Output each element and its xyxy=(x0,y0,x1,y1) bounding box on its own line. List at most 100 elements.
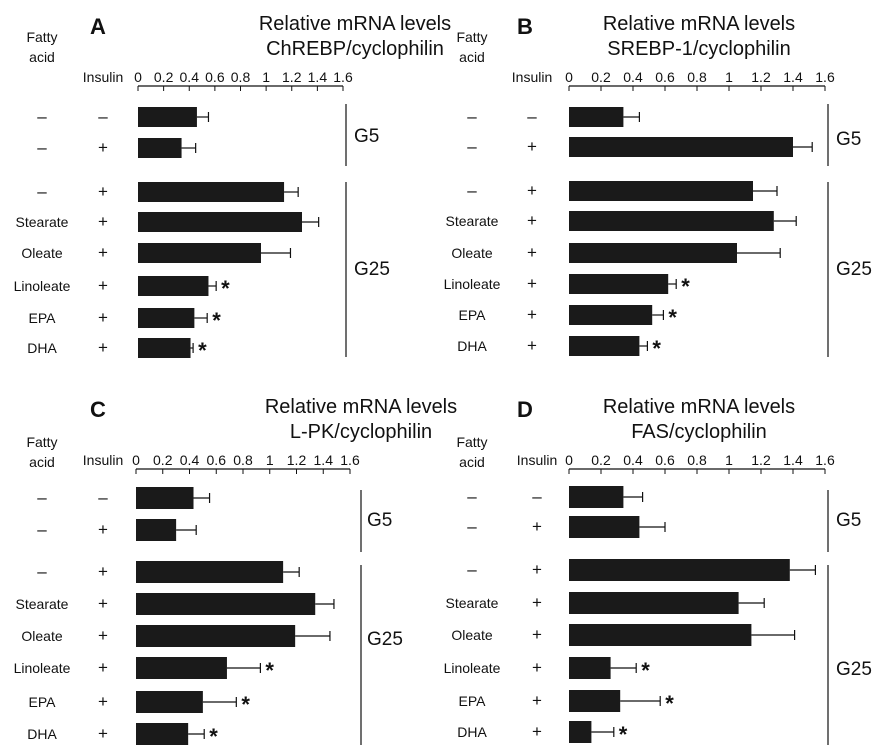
panel-letter: A xyxy=(90,14,106,39)
row-insulin-label: + xyxy=(98,182,108,201)
x-tick-label: 0.2 xyxy=(591,452,611,468)
bar xyxy=(138,338,191,358)
panel-a: A Relative mRNA levels ChREBP/cyclophilin F… xyxy=(14,13,452,363)
significance-star: * xyxy=(265,658,274,683)
row-insulin-label: – xyxy=(527,107,537,126)
bar xyxy=(136,487,194,509)
row-insulin-label: + xyxy=(527,181,537,200)
bar xyxy=(569,624,752,646)
significance-star: * xyxy=(209,724,218,745)
row-fatty-acid-label: Linoleate xyxy=(14,278,71,294)
significance-star: * xyxy=(619,722,628,745)
bar xyxy=(138,182,285,202)
row-insulin-label: – xyxy=(98,107,108,126)
significance-star: * xyxy=(681,274,690,299)
row-insulin-label: + xyxy=(527,305,537,324)
x-tick-label: 0.8 xyxy=(231,69,251,85)
x-tick-label: 0.4 xyxy=(180,69,200,85)
x-tick-label: 0.6 xyxy=(655,452,675,468)
x-tick-label: 0.8 xyxy=(233,452,253,468)
group-label-g25: G25 xyxy=(836,259,872,280)
x-tick-label: 0.2 xyxy=(154,69,174,85)
row-fatty-acid-label: EPA xyxy=(459,693,487,709)
significance-star: * xyxy=(668,305,677,330)
chart-title: Relative mRNA levels xyxy=(603,13,795,35)
significance-star: * xyxy=(241,692,250,717)
x-tick-label: 0 xyxy=(134,69,142,85)
panel-d: D Relative mRNA levels FAS/cyclophilin Fatt… xyxy=(444,396,872,745)
row-insulin-label: + xyxy=(98,562,108,581)
x-tick-label: 0 xyxy=(132,452,140,468)
chart-subtitle: SREBP-1/cyclophilin xyxy=(607,38,790,60)
header-acid: acid xyxy=(459,49,485,65)
bar xyxy=(569,516,640,538)
bar xyxy=(569,690,621,712)
row-insulin-label: + xyxy=(98,138,108,157)
group-label-g25: G25 xyxy=(367,629,403,650)
chart-subtitle: FAS/cyclophilin xyxy=(631,421,767,443)
header-acid: acid xyxy=(29,454,55,470)
row-fatty-acid-label: – xyxy=(37,488,47,507)
row-fatty-acid-label: DHA xyxy=(27,726,57,742)
row-fatty-acid-label: EPA xyxy=(459,307,487,323)
bar xyxy=(569,721,592,743)
group-label-g25: G25 xyxy=(354,259,390,280)
row-insulin-label: + xyxy=(98,243,108,262)
row-fatty-acid-label: – xyxy=(37,562,47,581)
row-insulin-label: + xyxy=(532,722,542,741)
row-fatty-acid-label: Stearate xyxy=(16,214,69,230)
row-insulin-label: + xyxy=(527,137,537,156)
x-tick-label: 0.6 xyxy=(655,69,675,85)
bar xyxy=(136,691,203,713)
bar xyxy=(569,305,653,325)
panel-letter: B xyxy=(517,14,533,39)
row-fatty-acid-label: – xyxy=(467,487,477,506)
x-tick-label: 1.2 xyxy=(282,69,302,85)
header-acid: acid xyxy=(29,49,55,65)
x-tick-label: 1.2 xyxy=(287,452,307,468)
x-tick-label: 1 xyxy=(266,452,274,468)
bar xyxy=(569,181,753,201)
bar xyxy=(138,276,209,296)
row-fatty-acid-label: EPA xyxy=(29,310,57,326)
header-fatty: Fatty xyxy=(26,29,57,45)
significance-star: * xyxy=(221,276,230,301)
row-insulin-label: + xyxy=(532,625,542,644)
bar xyxy=(569,657,611,679)
row-fatty-acid-label: Linoleate xyxy=(444,276,501,292)
bar xyxy=(569,592,739,614)
row-insulin-label: – xyxy=(98,488,108,507)
x-tick-label: 1.4 xyxy=(783,69,803,85)
x-tick-label: 1.6 xyxy=(340,452,360,468)
panel-b: B Relative mRNA levels SREBP-1/cyclophilin… xyxy=(444,13,872,361)
row-insulin-label: + xyxy=(98,520,108,539)
chart-title: Relative mRNA levels xyxy=(259,13,451,35)
row-fatty-acid-label: EPA xyxy=(29,694,57,710)
significance-star: * xyxy=(665,691,674,716)
x-tick-label: 1.6 xyxy=(333,69,353,85)
header-fatty: Fatty xyxy=(456,29,487,45)
row-fatty-acid-label: – xyxy=(467,181,477,200)
x-tick-label: 0 xyxy=(565,69,573,85)
row-insulin-label: + xyxy=(98,658,108,677)
row-fatty-acid-label: – xyxy=(37,182,47,201)
header-fatty: Fatty xyxy=(26,434,57,450)
x-tick-label: 1 xyxy=(725,452,733,468)
row-fatty-acid-label: DHA xyxy=(457,338,487,354)
bar xyxy=(136,561,284,583)
row-fatty-acid-label: Linoleate xyxy=(14,660,71,676)
row-fatty-acid-label: – xyxy=(37,138,47,157)
significance-star: * xyxy=(212,308,221,333)
row-insulin-label: + xyxy=(527,243,537,262)
x-tick-label: 1.2 xyxy=(751,69,771,85)
row-fatty-acid-label: Stearate xyxy=(446,213,499,229)
header-fatty: Fatty xyxy=(456,434,487,450)
row-fatty-acid-label: – xyxy=(37,520,47,539)
row-insulin-label: + xyxy=(98,212,108,231)
bar xyxy=(569,336,640,356)
bar xyxy=(138,138,182,158)
header-acid: acid xyxy=(459,454,485,470)
x-tick-label: 0.4 xyxy=(180,452,200,468)
panel-c: C Relative mRNA levels L-PK/cyclophilin Fat… xyxy=(14,396,457,745)
